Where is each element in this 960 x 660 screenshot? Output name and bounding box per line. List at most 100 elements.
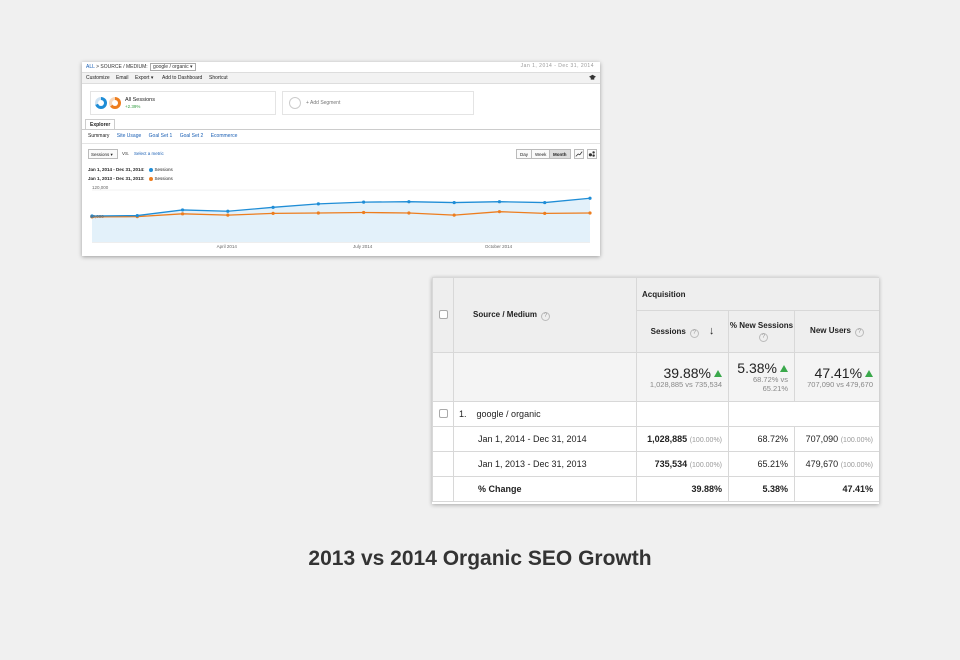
data-point bbox=[226, 213, 230, 217]
graduation-cap-icon[interactable] bbox=[589, 74, 596, 81]
email-button[interactable]: Email bbox=[116, 75, 129, 81]
row-new-sessions: 68.72% bbox=[728, 426, 795, 452]
subtab-bar: Summary Site Usage Goal Set 1 Goal Set 2… bbox=[88, 133, 243, 139]
change-label: % Change bbox=[453, 476, 637, 502]
help-icon[interactable]: ? bbox=[541, 311, 551, 321]
month-button[interactable]: Month bbox=[549, 149, 571, 159]
table-row: Jan 1, 2013 - Dec 31, 2013 735,534 (100.… bbox=[432, 451, 879, 477]
series-line bbox=[91, 211, 591, 218]
day-button[interactable]: Day bbox=[516, 149, 533, 159]
subtab-goal-set-1[interactable]: Goal Set 1 bbox=[148, 133, 173, 139]
breadcrumb-all-link[interactable]: ALL bbox=[86, 64, 95, 70]
table-row: Jan 1, 2014 - Dec 31, 2014 1,028,885 (10… bbox=[432, 426, 879, 452]
data-point bbox=[135, 213, 139, 218]
sort-arrow-icon[interactable]: ↓ bbox=[708, 325, 715, 337]
data-point bbox=[588, 211, 592, 215]
y-tick-label: 60,000 bbox=[90, 214, 104, 219]
metric-select[interactable]: Sessions ▾ bbox=[88, 149, 118, 159]
subtab-ecommerce[interactable]: Ecommerce bbox=[210, 133, 238, 139]
legend-series: Sessions bbox=[154, 176, 173, 181]
row-blank bbox=[727, 401, 879, 427]
y-tick-label: 120,000 bbox=[92, 185, 109, 190]
segment-change: +2.39% bbox=[125, 104, 141, 109]
sessions-line-chart: 120,000 60,000 April 2014 July 2014 October … bbox=[90, 185, 592, 249]
add-to-dashboard-button[interactable]: Add to Dashboard bbox=[162, 75, 203, 81]
series-line bbox=[91, 197, 591, 217]
row-source[interactable]: 1. google / organic bbox=[453, 401, 637, 427]
select-all-checkbox[interactable] bbox=[438, 309, 448, 319]
comparison-table-screenshot: Source / Medium? Acquisition Sessions? ↓ … bbox=[432, 277, 879, 504]
customize-button[interactable]: Customize bbox=[86, 75, 110, 81]
add-segment-label: + Add Segment bbox=[306, 100, 341, 106]
line-chart-icon[interactable] bbox=[574, 149, 584, 159]
row-new-sessions: 65.21% bbox=[728, 451, 795, 477]
week-button[interactable]: Week bbox=[531, 149, 551, 159]
data-point bbox=[362, 210, 366, 215]
summary-new-sessions: 5.38% 68.72% vs 65.21% bbox=[728, 352, 795, 402]
row-blank bbox=[636, 401, 729, 427]
analytics-explorer-screenshot: ALL > SOURCE / MEDIUM: google / organic … bbox=[82, 62, 600, 256]
sessions-column-header[interactable]: Sessions? ↓ bbox=[636, 310, 729, 353]
data-point bbox=[407, 200, 411, 204]
data-point bbox=[497, 200, 502, 204]
data-point bbox=[362, 200, 366, 204]
data-point bbox=[90, 214, 94, 218]
row-blank bbox=[432, 476, 454, 502]
date-range[interactable]: Jan 1, 2014 - Dec 31, 2014 bbox=[520, 63, 594, 69]
legend-dot-icon bbox=[148, 176, 153, 181]
up-arrow-icon bbox=[714, 369, 722, 377]
data-point bbox=[407, 211, 411, 215]
data-point bbox=[180, 208, 185, 212]
report-toolbar: Customize Email Export ▾ Add to Dashboar… bbox=[82, 72, 600, 84]
legend-period: Jan 1, 2013 - Dec 31, 2013: bbox=[88, 176, 145, 181]
row-date-range: Jan 1, 2013 - Dec 31, 2013 bbox=[453, 451, 637, 477]
legend-period: Jan 1, 2014 - Dec 31, 2014: bbox=[88, 167, 145, 172]
help-icon[interactable]: ? bbox=[759, 332, 768, 342]
export-button[interactable]: Export ▾ bbox=[135, 75, 154, 81]
row-checkbox[interactable] bbox=[438, 408, 448, 418]
data-point bbox=[271, 211, 275, 215]
summary-sessions: 39.88% 1,028,885 vs 735,534 bbox=[636, 352, 729, 402]
help-icon[interactable]: ? bbox=[689, 329, 699, 338]
row-date-range: Jan 1, 2014 - Dec 31, 2014 bbox=[453, 426, 637, 452]
help-icon[interactable]: ? bbox=[854, 328, 864, 337]
subtab-summary[interactable]: Summary bbox=[88, 133, 110, 139]
subtab-site-usage[interactable]: Site Usage bbox=[116, 133, 142, 139]
segment-all-sessions[interactable]: All Sessions +2.39% bbox=[90, 91, 276, 115]
acquisition-header: Acquisition bbox=[635, 277, 879, 311]
x-tick-label: October 2014 bbox=[485, 244, 513, 249]
change-new-users: 47.41% bbox=[793, 476, 879, 502]
change-new-sessions: 5.38% bbox=[728, 476, 795, 502]
change-row: % Change 39.88% 5.38% 47.41% bbox=[432, 476, 879, 502]
data-point bbox=[180, 212, 185, 216]
data-point bbox=[588, 196, 592, 200]
new-users-column-header[interactable]: New Users? bbox=[793, 310, 879, 353]
summary-new-users: 47.41% 707,090 vs 479,670 bbox=[793, 352, 879, 402]
tab-explorer[interactable]: Explorer bbox=[85, 119, 116, 130]
change-sessions: 39.88% bbox=[636, 476, 729, 502]
row-new-users: 479,670 (100.00%) bbox=[793, 451, 879, 477]
breadcrumb-value-select[interactable]: google / organic ▾ bbox=[150, 63, 196, 71]
new-sessions-column-header[interactable]: % New Sessions? bbox=[728, 310, 795, 353]
series-area bbox=[92, 198, 590, 242]
summary-blank bbox=[432, 352, 454, 402]
data-point bbox=[543, 200, 547, 205]
acquisition-table: Source / Medium? Acquisition Sessions? ↓ … bbox=[432, 277, 879, 502]
select-metric-link[interactable]: Select a metric bbox=[134, 151, 164, 156]
tab-divider bbox=[82, 129, 600, 130]
data-point bbox=[543, 211, 547, 215]
data-point bbox=[497, 210, 502, 214]
source-link[interactable]: google / organic bbox=[476, 409, 541, 419]
breadcrumb: ALL > SOURCE / MEDIUM: google / organic … bbox=[86, 63, 196, 71]
x-tick-label: April 2014 bbox=[217, 244, 238, 249]
row-checkbox-cell bbox=[432, 401, 454, 427]
data-point bbox=[452, 200, 456, 205]
add-segment-box[interactable]: + Add Segment bbox=[282, 91, 474, 115]
motion-chart-icon[interactable] bbox=[587, 149, 597, 159]
source-medium-header[interactable]: Source / Medium? bbox=[453, 277, 637, 353]
breadcrumb-dimension: SOURCE / MEDIUM: bbox=[100, 64, 148, 70]
row-sessions: 1,028,885 (100.00%) bbox=[636, 426, 729, 452]
subtab-goal-set-2[interactable]: Goal Set 2 bbox=[179, 133, 204, 139]
shortcut-button[interactable]: Shortcut bbox=[209, 75, 228, 81]
row-blank bbox=[432, 451, 454, 477]
